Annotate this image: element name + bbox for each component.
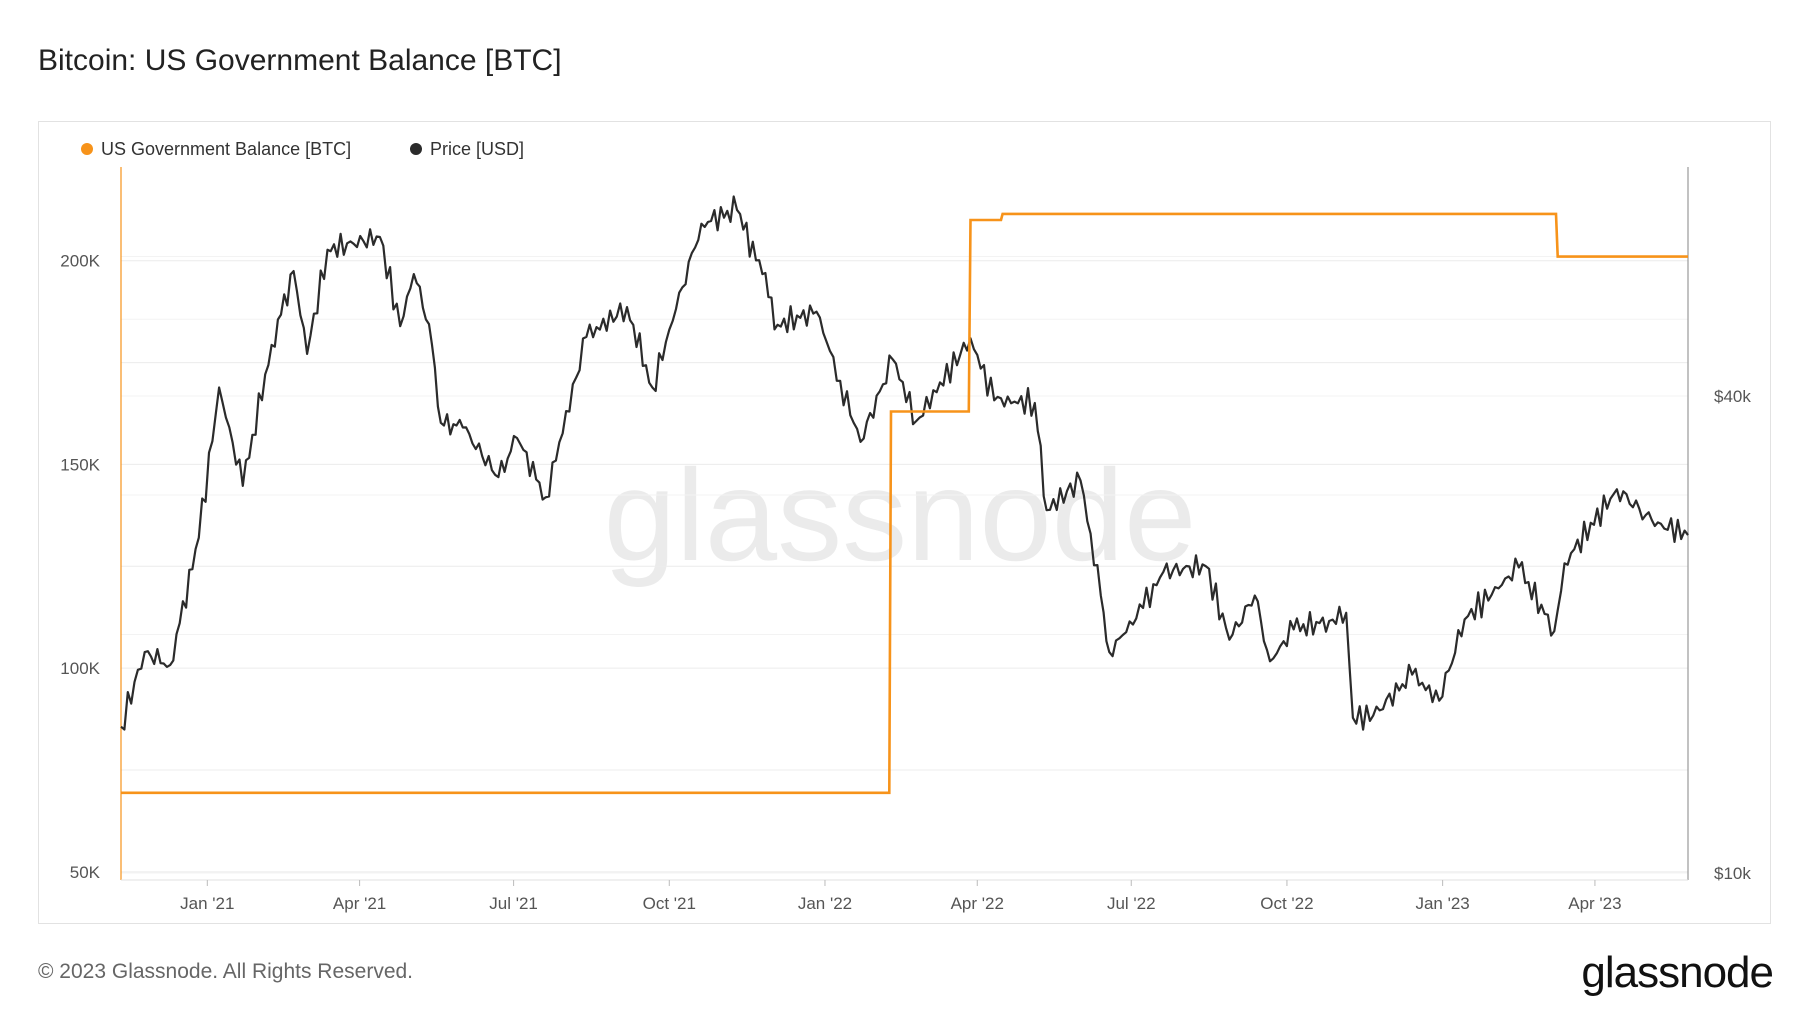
x-tick-label: Jul '22 <box>1107 894 1156 913</box>
left-tick-label: 150K <box>60 455 100 474</box>
grid-lines <box>121 255 1688 874</box>
left-tick-label: 200K <box>60 252 100 271</box>
copyright-footer: © 2023 Glassnode. All Rights Reserved. <box>38 960 414 983</box>
x-tick-label: Apr '21 <box>333 894 386 913</box>
left-tick-label: 100K <box>60 659 100 678</box>
x-tick-label: Oct '22 <box>1260 894 1313 913</box>
legend-label-price: Price [USD] <box>430 139 524 159</box>
x-tick-label: Apr '23 <box>1568 894 1621 913</box>
x-axis-ticks: Jan '21 Apr '21 Jul '21 Oct '21 Jan '22 Apr '… <box>180 880 1622 913</box>
right-tick-label: $10k <box>1714 864 1751 883</box>
x-tick-label: Oct '21 <box>643 894 696 913</box>
right-tick-label: $40k <box>1714 387 1751 406</box>
legend-dot-balance <box>81 143 93 155</box>
x-tick-label: Apr '22 <box>951 894 1004 913</box>
watermark: glassnode <box>604 442 1197 588</box>
right-axis-ticks: $10k $40k <box>1714 387 1751 883</box>
left-axis-ticks: 50K 100K 150K 200K <box>60 252 100 882</box>
chart-title: Bitcoin: US Government Balance [BTC] <box>38 44 562 77</box>
x-tick-label: Jan '22 <box>798 894 852 913</box>
left-tick-label: 50K <box>70 863 101 882</box>
price-series-line <box>120 195 1689 731</box>
chart-frame <box>38 121 1771 924</box>
legend-item-balance[interactable]: US Government Balance [BTC] <box>81 139 351 159</box>
legend: US Government Balance [BTC] Price [USD] <box>81 139 524 159</box>
glassnode-logo[interactable]: glassnode <box>1581 948 1774 997</box>
legend-item-price[interactable]: Price [USD] <box>410 139 524 159</box>
x-tick-label: Jan '23 <box>1415 894 1469 913</box>
legend-dot-price <box>410 143 422 155</box>
x-tick-label: Jan '21 <box>180 894 234 913</box>
x-tick-label: Jul '21 <box>489 894 538 913</box>
legend-label-balance: US Government Balance [BTC] <box>101 139 351 159</box>
balance-series-line <box>121 212 1688 795</box>
